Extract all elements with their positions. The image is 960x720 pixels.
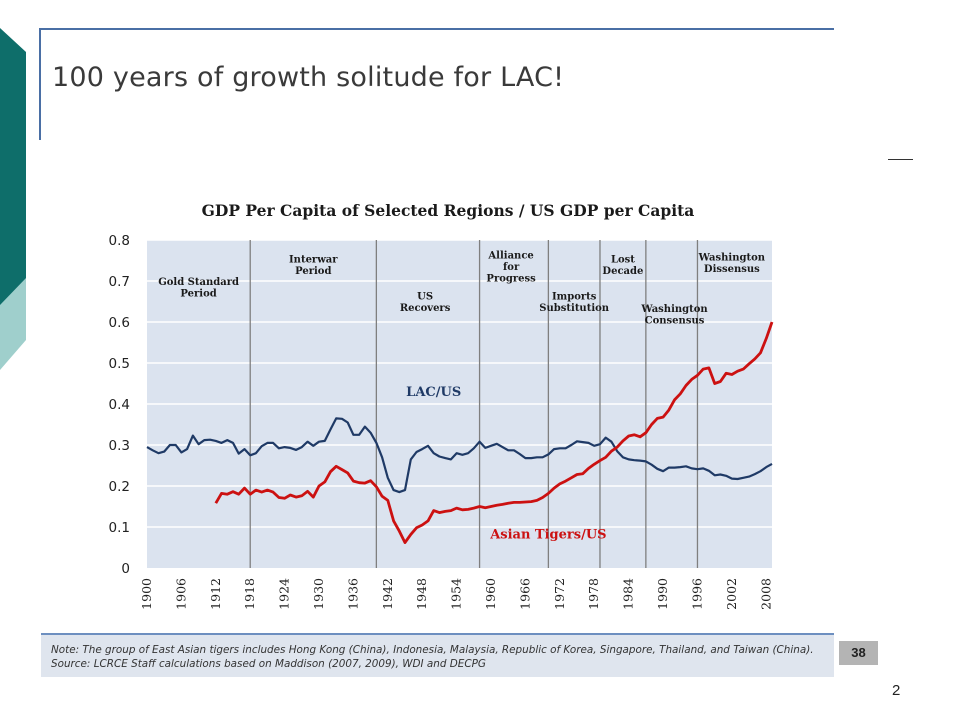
source-note: Note: The group of East Asian tigers inc… — [51, 644, 814, 670]
x-tick-label: 1918 — [242, 578, 257, 610]
period-label: Imports Substitution — [539, 291, 610, 314]
dash-mark — [888, 159, 913, 160]
period-label-line: Washington — [640, 304, 708, 315]
x-tick-label: 1972 — [552, 578, 567, 610]
x-tick-label: 1912 — [208, 578, 223, 610]
note-box: Note: The group of East Asian tigers inc… — [41, 633, 834, 677]
x-tick-label: 2008 — [758, 578, 773, 610]
x-tick-label: 1960 — [483, 578, 498, 610]
period-label: Washington Dissensus — [698, 253, 766, 276]
period-label: Interwar Period — [289, 255, 338, 278]
x-tick-label: 1900 — [139, 578, 154, 610]
period-label-line: US — [417, 291, 433, 302]
period-label-line: Dissensus — [704, 264, 760, 275]
series-label: Asian Tigers/US — [489, 527, 606, 542]
slide-decoration — [0, 28, 26, 370]
x-tick-label: 1930 — [311, 578, 326, 610]
slide-title: 100 years of growth solitude for LAC! — [52, 62, 565, 93]
period-label-line: Period — [295, 266, 331, 277]
x-tick-label: 1984 — [621, 578, 636, 610]
y-tick-label: 0.2 — [109, 479, 130, 495]
period-label: Alliance for Progress — [486, 250, 536, 284]
title-rule-top — [40, 28, 834, 30]
x-tick-label: 1966 — [517, 578, 532, 610]
y-tick-label: 0.7 — [109, 274, 130, 290]
period-label-line: Consensus — [645, 315, 705, 326]
period-label-line: Substitution — [539, 303, 610, 314]
series-line-asian-tigers-us — [214, 321, 774, 544]
series-line-lac-us — [146, 417, 773, 494]
y-tick-label: 0.4 — [109, 397, 130, 413]
x-tick-label: 1996 — [689, 578, 704, 610]
period-label-line: Lost — [611, 255, 635, 266]
slide-number: 38 — [839, 641, 878, 665]
y-tick-label: 0.6 — [109, 315, 130, 331]
x-tick-label: 1936 — [345, 578, 360, 610]
series-label: LAC/US — [406, 385, 461, 400]
period-label-line: Alliance — [487, 250, 533, 261]
x-tick-label: 1978 — [586, 578, 601, 610]
period-label-line: Progress — [486, 273, 536, 284]
x-tick-label: 1924 — [277, 578, 292, 610]
y-tick-label: 0.1 — [109, 520, 130, 536]
period-label-line: Gold Standard — [158, 277, 239, 288]
period-label-line: Period — [180, 289, 216, 300]
x-tick-label: 1906 — [173, 578, 188, 610]
page-number: 2 — [892, 682, 901, 699]
x-tick-label: 1942 — [380, 578, 395, 610]
period-label-line: Decade — [602, 266, 643, 277]
period-label: US Recovers — [400, 291, 451, 314]
x-tick-label: 2002 — [724, 578, 739, 610]
y-tick-label: 0.8 — [109, 233, 130, 249]
y-tick-label: 0 — [121, 561, 130, 577]
y-tick-label: 0.3 — [109, 438, 130, 454]
period-label-line: Interwar — [289, 255, 338, 266]
period-label-line: Imports — [552, 291, 597, 302]
period-label: Washington Consensus — [640, 304, 708, 327]
y-tick-label: 0.5 — [109, 356, 130, 372]
period-label-line: for — [503, 262, 520, 273]
period-label: Lost Decade — [602, 255, 643, 278]
period-label-line: Washington — [698, 253, 766, 264]
x-tick-label: 1990 — [655, 578, 670, 610]
period-label: Gold Standard Period — [158, 277, 239, 300]
x-tick-label: 1948 — [414, 578, 429, 610]
x-tick-label: 1954 — [449, 578, 464, 610]
title-rule-left — [39, 28, 41, 140]
teal-dark-shape — [0, 28, 26, 305]
chart-title: GDP Per Capita of Selected Regions / US … — [202, 201, 695, 220]
period-label-line: Recovers — [400, 303, 451, 314]
